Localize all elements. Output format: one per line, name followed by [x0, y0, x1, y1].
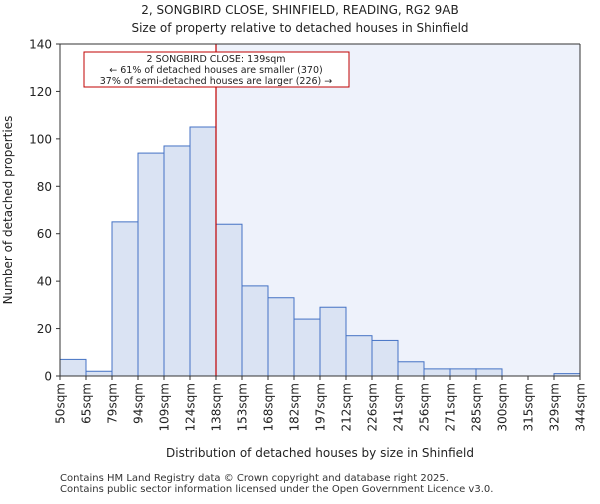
x-tick-label: 300sqm: [496, 383, 510, 431]
x-axis-label: Distribution of detached houses by size …: [166, 446, 474, 460]
footer-copyright: Contains HM Land Registry data © Crown c…: [60, 473, 449, 484]
bar-14: [423, 368, 451, 377]
x-tick-label: 50sqm: [54, 383, 68, 424]
y-tick-label: 60: [37, 227, 52, 241]
bar-11: [345, 335, 373, 377]
y-tick-label: 80: [37, 180, 52, 194]
x-tick-label: 315sqm: [522, 383, 536, 431]
annotation-box: 2 SONGBIRD CLOSE: 139sqm ← 61% of detach…: [83, 51, 350, 88]
x-tick-label: 94sqm: [132, 383, 146, 424]
bar-16: [475, 368, 503, 377]
x-tick-label: 256sqm: [418, 383, 432, 431]
x-tick-label: 168sqm: [262, 383, 276, 431]
bar-5: [189, 126, 217, 377]
y-tick-label: 40: [37, 275, 52, 289]
footer-licence: Contains public sector information licen…: [60, 484, 494, 495]
annotation-line-2: ← 61% of detached houses are smaller (37…: [109, 65, 322, 76]
y-axis-label: Number of detached properties: [1, 116, 15, 305]
x-tick-label: 212sqm: [340, 383, 354, 431]
x-tick-label: 329sqm: [548, 383, 562, 431]
bar-12: [371, 339, 399, 377]
x-tick-label: 271sqm: [444, 383, 458, 431]
bar-0: [59, 358, 87, 377]
chart-subtitle: Size of property relative to detached ho…: [131, 21, 468, 35]
x-tick-label: 65sqm: [80, 383, 94, 424]
x-tick-label: 197sqm: [314, 383, 328, 431]
bar-15: [449, 368, 477, 377]
x-tick-label: 226sqm: [366, 383, 380, 431]
y-tick-label: 0: [44, 370, 52, 384]
bar-8: [267, 297, 295, 377]
bar-9: [293, 318, 321, 377]
x-tick-label: 138sqm: [210, 383, 224, 431]
bar-7: [241, 285, 269, 377]
y-tick-label: 20: [37, 322, 52, 336]
x-tick-label: 109sqm: [158, 383, 172, 431]
x-tick-label: 182sqm: [288, 383, 302, 431]
x-tick-label: 344sqm: [574, 383, 588, 431]
y-tick-label: 120: [29, 85, 52, 99]
plot-area: 0 20 40 60 80 100 120 140 50sqm 65sqm 79sqm 94sqm 10…: [29, 38, 587, 432]
x-tick-label: 79sqm: [106, 383, 120, 424]
bar-1: [85, 370, 113, 377]
bar-6: [215, 223, 243, 377]
annotation-border: [83, 51, 350, 88]
bar-10: [319, 306, 347, 377]
x-tick-label: 241sqm: [392, 383, 406, 431]
x-tick-label: 124sqm: [184, 383, 198, 431]
y-tick-label: 140: [29, 38, 52, 52]
x-tick-label: 153sqm: [236, 383, 250, 431]
annotation-line-1: 2 SONGBIRD CLOSE: 139sqm: [147, 54, 286, 65]
chart-title: 2, SONGBIRD CLOSE, SHINFIELD, READING, R…: [141, 3, 458, 17]
bar-2: [111, 221, 139, 377]
bar-13: [397, 361, 425, 377]
y-tick-label: 100: [29, 132, 52, 146]
x-tick-label: 285sqm: [470, 383, 484, 431]
annotation-line-3: 37% of semi-detached houses are larger (…: [100, 76, 333, 87]
bar-3: [137, 152, 165, 377]
bar-4: [163, 145, 191, 377]
